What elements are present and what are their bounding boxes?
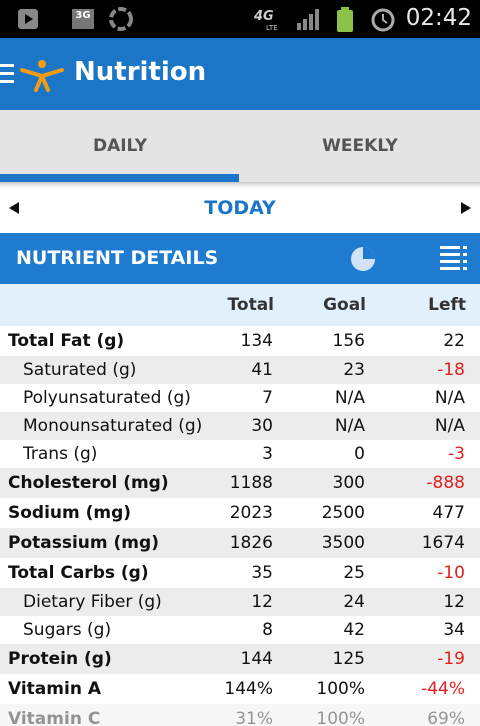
nutrient-name: Sugars (g) — [23, 620, 112, 640]
nutrient-row: Polyunsaturated (g) 7 N/A N/A — [0, 384, 480, 412]
next-arrow[interactable] — [460, 202, 472, 214]
total-cell: 1826 — [229, 533, 273, 553]
total-cell: 1188 — [229, 473, 273, 493]
left-cell: -18 — [437, 360, 465, 380]
nutrient-name: Protein (g) — [8, 649, 112, 669]
tab-daily[interactable]: DAILY — [92, 136, 148, 156]
section-title: NUTRIENT DETAILS — [16, 247, 219, 269]
left-cell: -10 — [437, 563, 465, 583]
clock: 02:42 — [405, 5, 472, 31]
goal-cell: 156 — [332, 331, 365, 351]
goal-cell: 3500 — [321, 533, 365, 553]
nutrient-row: Saturated (g) 41 23 -18 — [0, 356, 480, 384]
left-cell: -19 — [437, 649, 465, 669]
total-cell: 144 — [240, 649, 273, 669]
nutrient-row: Dietary Fiber (g) 12 24 12 — [0, 588, 480, 616]
left-cell: N/A — [434, 388, 465, 408]
goal-cell: 100% — [316, 709, 365, 726]
goal-cell: N/A — [334, 388, 365, 408]
left-cell: 1674 — [421, 533, 465, 553]
nutrient-row: Vitamin A 144% 100% -44% — [0, 674, 480, 704]
total-cell: 3 — [262, 444, 273, 464]
nutrient-name: Sodium (mg) — [8, 503, 132, 523]
nutrient-row: Sodium (mg) 2023 2500 477 — [0, 498, 480, 528]
total-cell: 30 — [251, 416, 273, 436]
nutrient-name: Saturated (g) — [23, 360, 137, 380]
goal-cell: 25 — [343, 563, 365, 583]
column-header: Total Goal Left — [0, 284, 480, 326]
left-cell: N/A — [434, 416, 465, 436]
col-left: Left — [428, 295, 466, 315]
nutrient-row: Potassium (mg) 1826 3500 1674 — [0, 528, 480, 558]
total-cell: 2023 — [229, 503, 273, 523]
left-cell: -888 — [426, 473, 465, 493]
total-cell: 12 — [251, 592, 273, 612]
pie-button[interactable] — [350, 246, 376, 272]
goal-cell: 100% — [316, 679, 365, 699]
left-cell: 69% — [427, 709, 465, 726]
nutrient-row: Trans (g) 3 0 -3 — [0, 440, 480, 468]
left-cell: 22 — [443, 331, 465, 351]
goal-cell: 300 — [332, 473, 365, 493]
list-button[interactable] — [440, 245, 468, 273]
app-bar: Nutrition — [0, 38, 480, 110]
nutrient-name: Cholesterol (mg) — [8, 473, 169, 493]
network-sub: LTE — [266, 24, 278, 32]
goal-cell: N/A — [334, 416, 365, 436]
total-cell: 134 — [240, 331, 273, 351]
left-cell: -3 — [448, 444, 465, 464]
left-cell: 12 — [443, 592, 465, 612]
goal-cell: 2500 — [321, 503, 365, 523]
left-cell: 477 — [432, 503, 465, 523]
tab-weekly[interactable]: WEEKLY — [322, 136, 398, 156]
nutrient-row: Vitamin C 31% 100% 69% — [0, 704, 480, 726]
nutrient-name: Monounsaturated (g) — [23, 416, 203, 436]
menu-logo[interactable] — [0, 60, 70, 92]
goal-cell: 42 — [343, 620, 365, 640]
nutrient-name: Total Fat (g) — [8, 331, 125, 351]
col-total: Total — [227, 295, 274, 315]
app-title: Nutrition — [74, 57, 207, 87]
nutrient-row: Total Carbs (g) 35 25 -10 — [0, 558, 480, 588]
tabs: DAILY WEEKLY — [0, 110, 480, 183]
left-cell: 34 — [443, 620, 465, 640]
nutrient-row: Sugars (g) 8 42 34 — [0, 616, 480, 644]
nutrient-name: Vitamin C — [8, 709, 101, 726]
total-cell: 8 — [262, 620, 273, 640]
goal-cell: 0 — [354, 444, 365, 464]
nutrient-name: Trans (g) — [23, 444, 98, 464]
total-cell: 35 — [251, 563, 273, 583]
status-icons: 3G — [18, 7, 133, 31]
date-nav: TODAY — [0, 183, 480, 233]
nutrient-name: Polyunsaturated (g) — [23, 388, 191, 408]
nutrient-row: Cholesterol (mg) 1188 300 -888 — [0, 468, 480, 498]
icon-3g: 3G — [75, 10, 90, 21]
nutrient-name: Vitamin A — [8, 679, 102, 699]
left-cell: -44% — [421, 679, 465, 699]
total-cell: 31% — [235, 709, 273, 726]
nutrient-name: Potassium (mg) — [8, 533, 159, 553]
nutrient-name: Total Carbs (g) — [8, 563, 149, 583]
nutrient-name: Dietary Fiber (g) — [23, 592, 162, 612]
prev-arrow[interactable] — [8, 202, 20, 214]
col-goal: Goal — [323, 295, 366, 315]
total-cell: 7 — [262, 388, 273, 408]
nutrient-row: Total Fat (g) 134 156 22 — [0, 326, 480, 356]
nutrient-row: Protein (g) 144 125 -19 — [0, 644, 480, 674]
goal-cell: 125 — [332, 649, 365, 669]
total-cell: 41 — [251, 360, 273, 380]
total-cell: 144% — [224, 679, 273, 699]
goal-cell: 23 — [343, 360, 365, 380]
goal-cell: 24 — [343, 592, 365, 612]
section-header: NUTRIENT DETAILS — [0, 233, 480, 284]
network: 4G — [254, 9, 274, 24]
nutrient-row: Monounsaturated (g) 30 N/A N/A — [0, 412, 480, 440]
tab-indicator — [0, 174, 239, 182]
status-bar: 3G 4G LTE 02:42 — [0, 0, 480, 38]
date-label: TODAY — [204, 197, 276, 219]
status-icons-right — [297, 7, 395, 32]
